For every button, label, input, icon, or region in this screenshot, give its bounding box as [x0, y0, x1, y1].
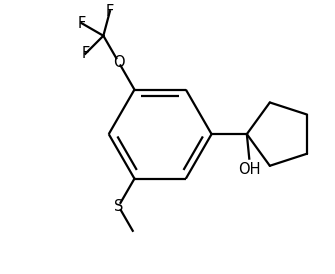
Text: S: S: [114, 199, 123, 214]
Text: F: F: [81, 46, 89, 61]
Text: O: O: [113, 55, 124, 70]
Text: F: F: [106, 4, 114, 19]
Text: F: F: [77, 16, 85, 30]
Text: OH: OH: [238, 162, 261, 177]
